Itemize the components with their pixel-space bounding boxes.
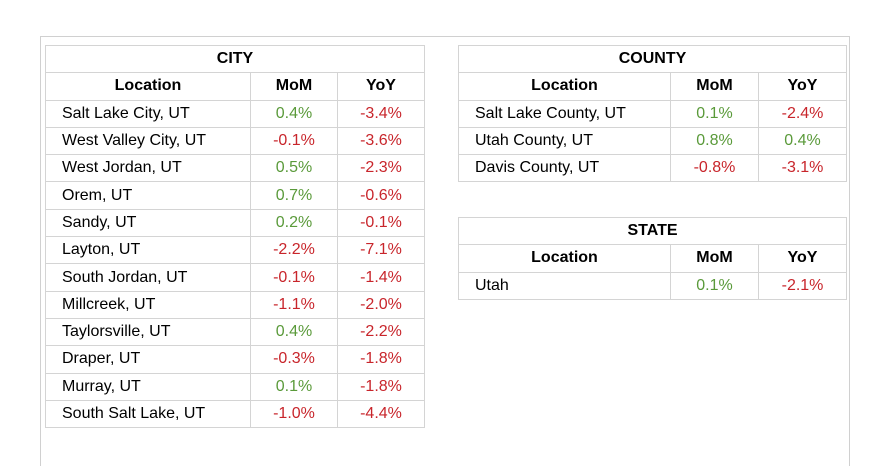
table-row: Draper, UT -0.3% -1.8% [45, 345, 425, 374]
table-row: Orem, UT 0.7% -0.6% [45, 181, 425, 210]
location-cell: Draper, UT [45, 345, 251, 374]
location-cell: South Jordan, UT [45, 263, 251, 292]
yoy-cell: -2.3% [337, 154, 425, 183]
yoy-cell: -0.6% [337, 181, 425, 210]
location-cell: Utah County, UT [458, 126, 671, 156]
mom-header: MoM [670, 244, 759, 273]
county-header-row: Location MoM YoY [458, 72, 848, 101]
location-header: Location [458, 72, 671, 101]
mom-cell: 0.4% [250, 317, 338, 347]
location-header: Location [45, 72, 251, 101]
table-row: Taylorsville, UT 0.4% -2.2% [45, 317, 425, 347]
table-row: Murray, UT 0.1% -1.8% [45, 372, 425, 401]
mom-cell: 0.8% [670, 126, 759, 156]
table-row: Millcreek, UT -1.1% -2.0% [45, 290, 425, 319]
yoy-cell: -3.1% [757, 154, 848, 183]
table-row: Salt Lake County, UT 0.1% -2.4% [458, 99, 848, 128]
mom-cell: 0.2% [250, 208, 338, 238]
yoy-cell: -1.4% [337, 263, 425, 292]
state-table: STATE Location MoM YoY Utah 0.1% -2.1% [457, 216, 848, 300]
city-header-row: Location MoM YoY [45, 72, 425, 101]
state-header-row: Location MoM YoY [458, 244, 848, 273]
mom-cell: -0.1% [250, 263, 338, 292]
yoy-cell: -2.0% [337, 290, 425, 319]
yoy-header: YoY [337, 72, 425, 101]
mom-cell: 0.1% [670, 99, 759, 128]
location-cell: Sandy, UT [45, 208, 251, 238]
mom-cell: 0.7% [250, 181, 338, 210]
state-title-row: STATE [457, 216, 848, 246]
yoy-cell: -3.4% [337, 99, 425, 128]
mom-cell: -0.8% [670, 154, 759, 183]
yoy-cell: -4.4% [337, 399, 425, 429]
mom-cell: 0.4% [250, 99, 338, 128]
mom-cell: -0.3% [250, 345, 338, 374]
mom-cell: -2.2% [250, 236, 338, 265]
table-row: Utah County, UT 0.8% 0.4% [458, 126, 848, 156]
location-cell: Salt Lake County, UT [458, 99, 671, 128]
location-cell: Taylorsville, UT [45, 317, 251, 347]
location-cell: Utah [458, 271, 671, 300]
yoy-cell: -7.1% [337, 236, 425, 265]
table-row: South Jordan, UT -0.1% -1.4% [45, 263, 425, 292]
yoy-header: YoY [757, 244, 848, 273]
table-row: South Salt Lake, UT -1.0% -4.4% [45, 399, 425, 429]
table-row: Salt Lake City, UT 0.4% -3.4% [45, 99, 425, 128]
state-title: STATE [457, 216, 848, 246]
city-title: CITY [45, 44, 425, 74]
table-row: Sandy, UT 0.2% -0.1% [45, 208, 425, 238]
location-header: Location [458, 244, 671, 273]
mom-cell: 0.1% [250, 372, 338, 401]
yoy-cell: -2.1% [757, 271, 848, 300]
state-table-body: STATE Location MoM YoY Utah 0.1% -2.1% [457, 216, 848, 300]
table-row: Utah 0.1% -2.1% [458, 271, 848, 300]
mom-header: MoM [250, 72, 338, 101]
county-title: COUNTY [457, 44, 848, 74]
location-cell: South Salt Lake, UT [45, 399, 251, 429]
mom-cell: -1.0% [250, 399, 338, 429]
city-title-row: CITY [45, 44, 425, 74]
table-row: Layton, UT -2.2% -7.1% [45, 236, 425, 265]
county-table-body: COUNTY Location MoM YoY Salt Lake County, UT… [457, 44, 848, 183]
mom-header: MoM [670, 72, 759, 101]
location-cell: Salt Lake City, UT [45, 99, 251, 128]
mom-cell: 0.1% [670, 271, 759, 300]
location-cell: Davis County, UT [458, 154, 671, 183]
location-cell: West Jordan, UT [45, 154, 251, 183]
yoy-cell: -1.8% [337, 345, 425, 374]
location-cell: Orem, UT [45, 181, 251, 210]
table-row: West Valley City, UT -0.1% -3.6% [45, 126, 425, 156]
county-table: COUNTY Location MoM YoY Salt Lake County, UT… [457, 44, 848, 183]
city-table: CITY Location MoM YoY Salt Lake City, UT 0.4%… [45, 44, 425, 429]
yoy-cell: -2.4% [757, 99, 848, 128]
table-row: West Jordan, UT 0.5% -2.3% [45, 154, 425, 183]
yoy-cell: -1.8% [337, 372, 425, 401]
mom-cell: -1.1% [250, 290, 338, 319]
county-title-row: COUNTY [457, 44, 848, 74]
table-row: Davis County, UT -0.8% -3.1% [458, 154, 848, 183]
mom-cell: -0.1% [250, 126, 338, 156]
yoy-cell: -3.6% [337, 126, 425, 156]
yoy-cell: 0.4% [757, 126, 848, 156]
location-cell: Millcreek, UT [45, 290, 251, 319]
city-table-body: CITY Location MoM YoY Salt Lake City, UT 0.4%… [45, 44, 425, 429]
location-cell: West Valley City, UT [45, 126, 251, 156]
location-cell: Layton, UT [45, 236, 251, 265]
yoy-cell: -2.2% [337, 317, 425, 347]
yoy-cell: -0.1% [337, 208, 425, 238]
location-cell: Murray, UT [45, 372, 251, 401]
yoy-header: YoY [757, 72, 848, 101]
mom-cell: 0.5% [250, 154, 338, 183]
report-frame [40, 36, 850, 466]
